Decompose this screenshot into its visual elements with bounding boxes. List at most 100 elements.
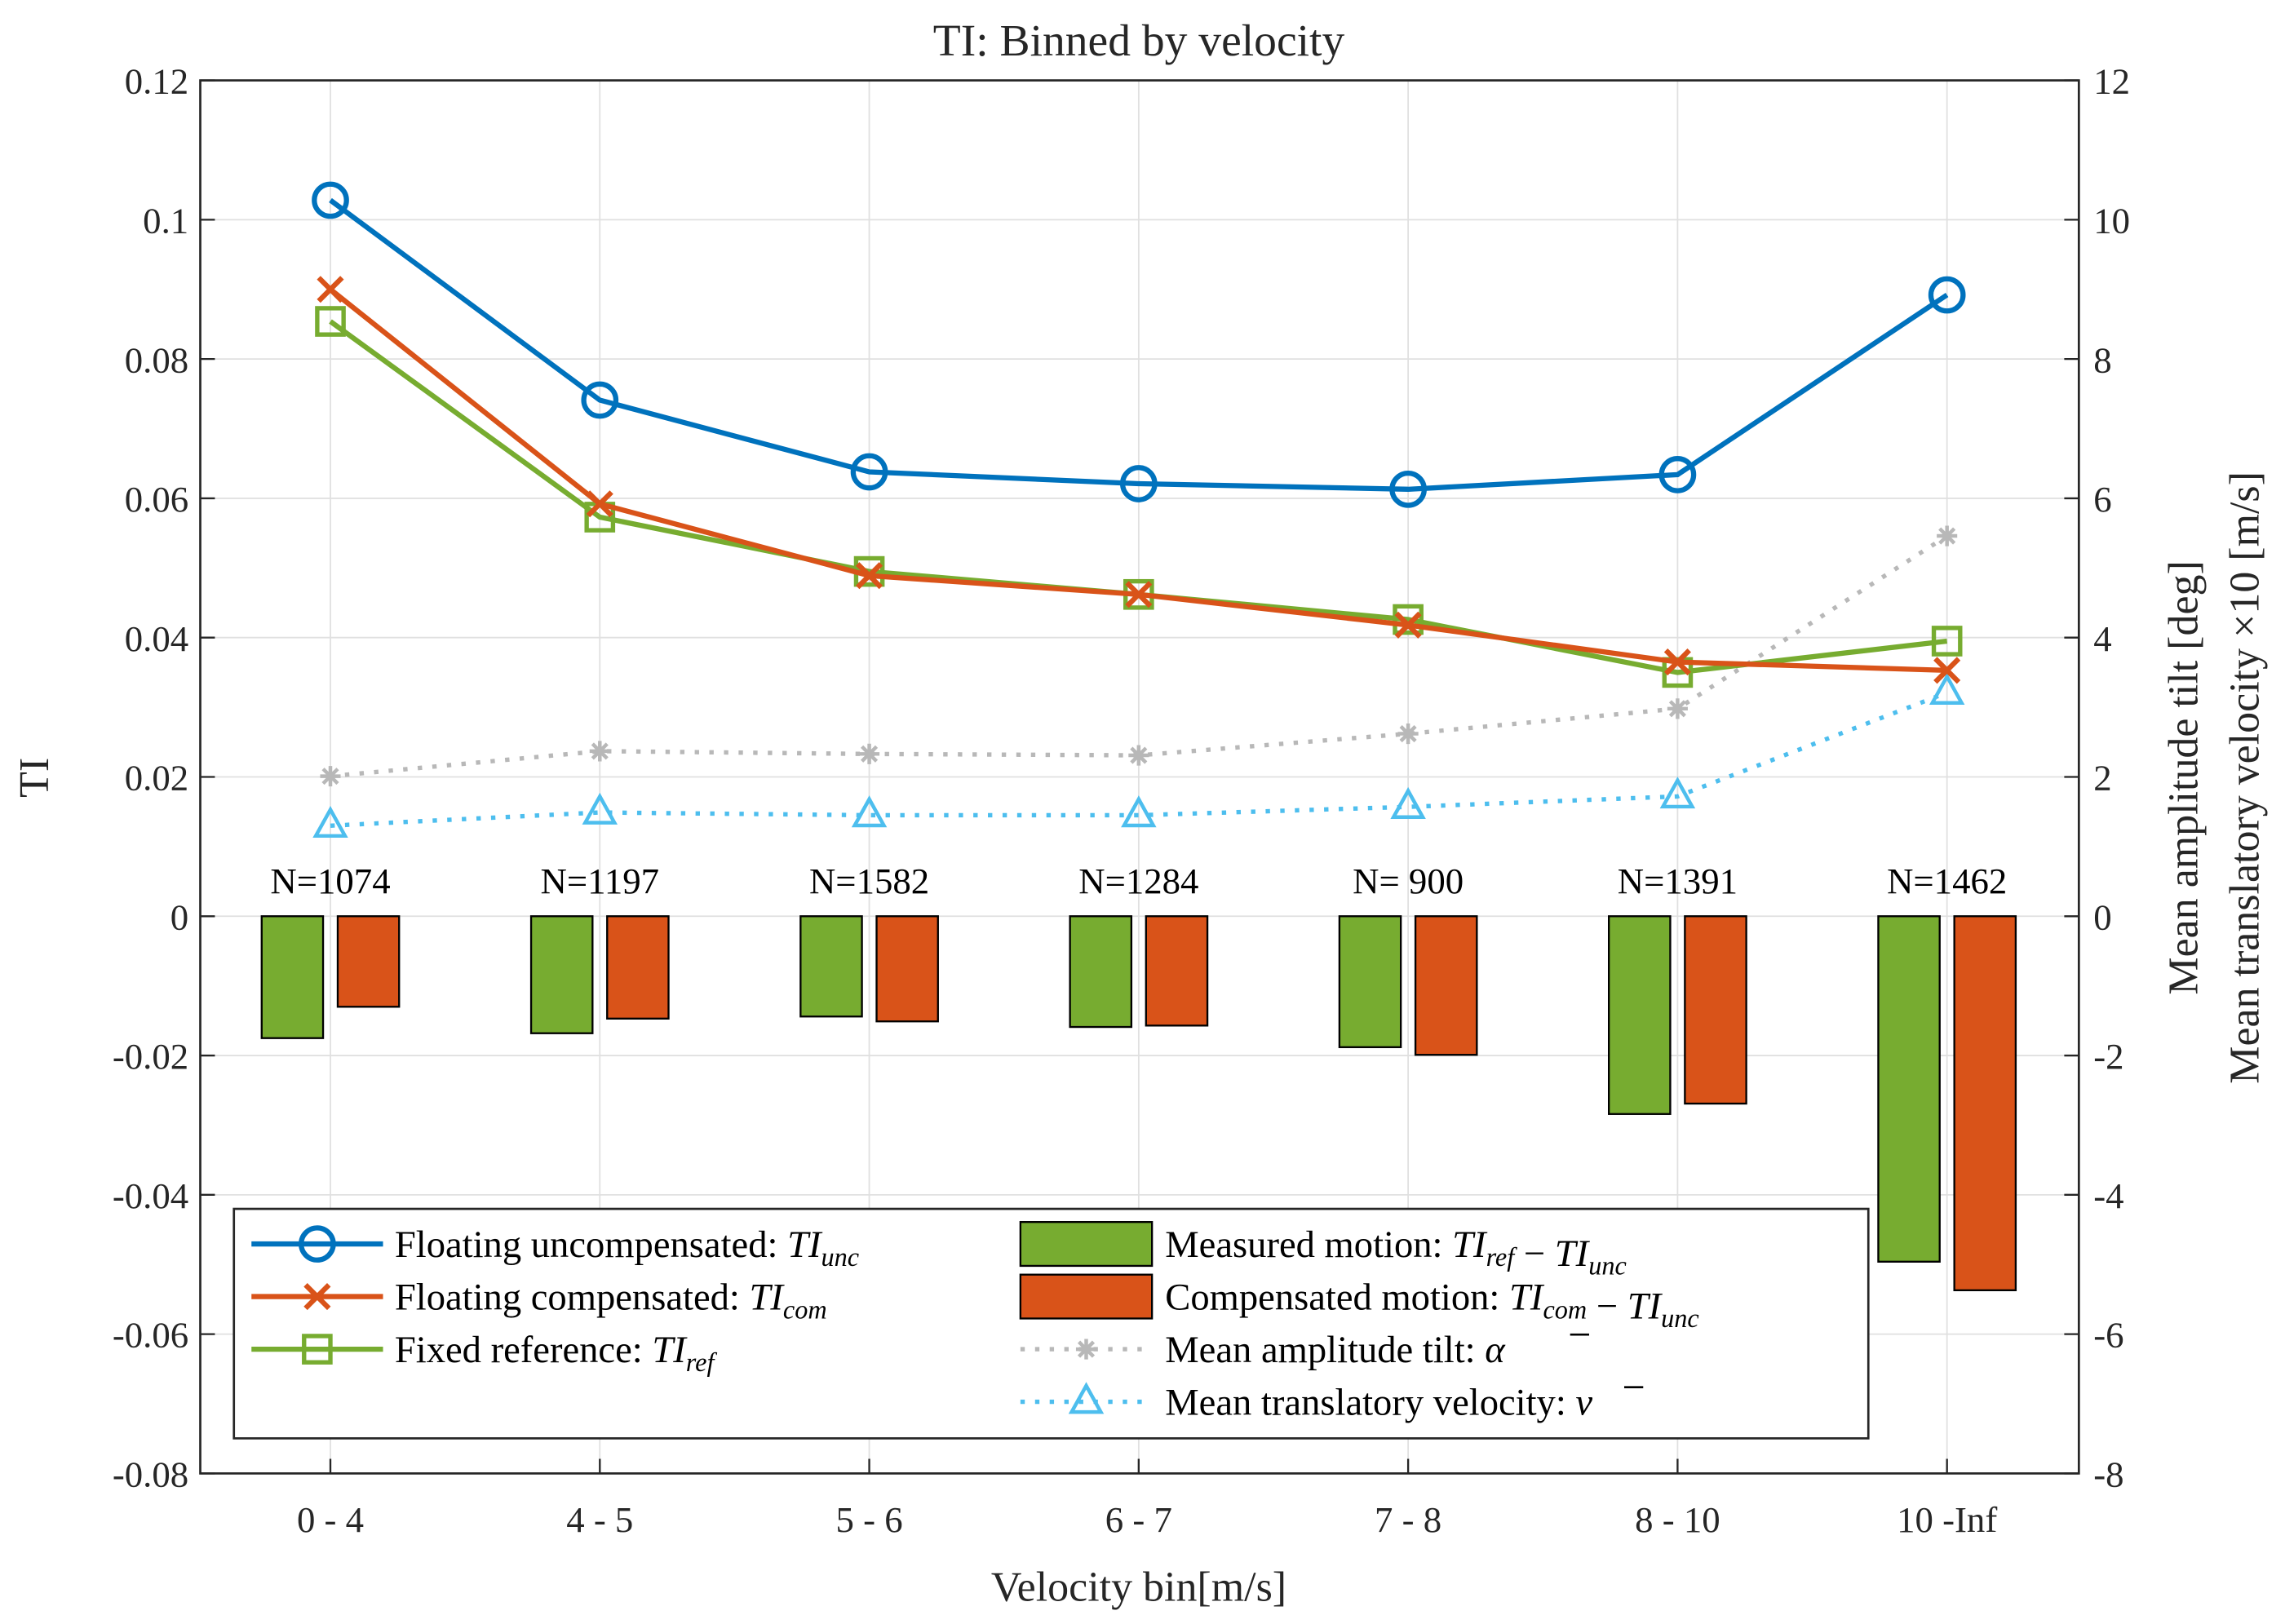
count-label: N=1284 xyxy=(1078,861,1198,901)
bar-ref xyxy=(1877,915,1941,1263)
count-label: N=1462 xyxy=(1887,861,2007,901)
bar-com xyxy=(336,915,401,1008)
y-right-tick-label: 8 xyxy=(2093,339,2111,380)
y-right-tick-label: -2 xyxy=(2093,1036,2123,1077)
x-tick-label: 5 - 6 xyxy=(836,1499,903,1540)
data-point xyxy=(1931,626,1963,657)
data-point xyxy=(582,792,618,825)
data-point xyxy=(850,453,888,491)
legend-swatch xyxy=(1019,1273,1154,1320)
legend-marker xyxy=(299,1225,336,1263)
count-label: N=1074 xyxy=(270,861,390,901)
bar-ref xyxy=(260,915,325,1039)
y-axis-right-label-1: Mean amplitude tilt [deg] xyxy=(2160,560,2207,994)
x-axis-label: Velocity bin[m/s] xyxy=(991,1564,1286,1610)
bar-com xyxy=(875,915,939,1023)
data-point xyxy=(1397,723,1419,745)
legend-label: Floating uncompensated: TIunc xyxy=(395,1224,859,1272)
y-axis-right-label-2: Mean translatory velocity ×10 [m/s] xyxy=(2222,471,2269,1084)
legend: Floating uncompensated: TIunc Floating co… xyxy=(232,1207,1870,1440)
count-label: N=1391 xyxy=(1618,861,1738,901)
legend-swatch xyxy=(1019,1221,1154,1268)
bar-ref xyxy=(799,915,863,1018)
y-tick-label: 0.06 xyxy=(125,479,188,520)
y-axis-label: TI xyxy=(11,758,58,798)
axes: -0.08 -0.06 -0.04 -0.02 0 0.02 0.04 0.06 0.08 0.1… xyxy=(113,61,2130,1540)
data-point xyxy=(581,381,619,419)
x-tick-label: 10 -Inf xyxy=(1897,1499,1997,1540)
data-point xyxy=(1663,648,1691,676)
bars xyxy=(260,915,2017,1291)
data-point xyxy=(1393,604,1424,635)
data-point xyxy=(589,741,610,762)
count-label: N=1582 xyxy=(809,861,929,901)
legend-label: Floating compensated: TIcom xyxy=(395,1277,827,1325)
y-right-tick-label: 4 xyxy=(2093,618,2111,659)
plot-frame xyxy=(199,79,2080,1475)
bar-ref xyxy=(1338,915,1402,1048)
data-point xyxy=(1667,698,1688,719)
data-point xyxy=(1928,276,1966,314)
legend-marker xyxy=(303,1283,331,1311)
data-point xyxy=(1659,777,1696,809)
data-point xyxy=(317,276,344,303)
chart-title: TI: Binned by velocity xyxy=(933,15,1345,66)
data-point xyxy=(586,490,613,518)
legend-label: Compensated motion: TIcom − TIunc xyxy=(1165,1277,1698,1334)
count-label: N= 900 xyxy=(1353,861,1464,901)
data-point xyxy=(1390,786,1426,819)
x-tick-label: 8 - 10 xyxy=(1635,1499,1720,1540)
data-point xyxy=(1929,672,1965,705)
y-tick-label: -0.02 xyxy=(113,1036,188,1077)
y-tick-label: 0.02 xyxy=(125,758,188,799)
data-point xyxy=(1389,470,1427,508)
count-label: N=1197 xyxy=(541,861,660,901)
data-point xyxy=(1394,611,1422,639)
data-point xyxy=(1125,581,1153,608)
y-tick-label: 0.12 xyxy=(125,61,188,102)
legend-marker xyxy=(302,1334,333,1365)
data-point xyxy=(1933,657,1961,684)
bar-com xyxy=(1953,915,2017,1291)
data-point xyxy=(320,766,341,787)
legend-label: Mean translatory velocity: v xyxy=(1165,1382,1592,1424)
legend-label: Measured motion: TIref − TIunc xyxy=(1165,1224,1627,1281)
data-point xyxy=(1119,465,1158,502)
data-point xyxy=(1121,795,1157,828)
data-point xyxy=(1658,456,1697,493)
y-tick-label: 0.08 xyxy=(125,339,188,380)
legend-marker xyxy=(1068,1382,1105,1414)
y-right-tick-label: -6 xyxy=(2093,1315,2123,1356)
y-right-tick-label: 0 xyxy=(2093,896,2111,937)
x-tick-label: 0 - 4 xyxy=(297,1499,364,1540)
data-point xyxy=(315,306,346,337)
data-point xyxy=(312,805,348,839)
bar-com xyxy=(1684,915,1747,1105)
y-right-tick-label: 2 xyxy=(2093,758,2111,799)
data-point xyxy=(856,562,883,590)
x-tick-label: 7 - 8 xyxy=(1375,1499,1441,1540)
data-point xyxy=(1128,745,1149,766)
y-right-tick-label: -8 xyxy=(2093,1454,2123,1495)
y-tick-label: -0.06 xyxy=(113,1315,188,1356)
bar-com xyxy=(606,915,670,1020)
data-point xyxy=(859,743,880,764)
legend-label: Mean amplitude tilt: α xyxy=(1165,1329,1506,1371)
y-right-tick-label: 10 xyxy=(2093,200,2130,241)
bar-ref xyxy=(529,915,594,1034)
y-tick-label: 0 xyxy=(170,896,188,937)
lines xyxy=(312,181,1966,839)
y-right-tick-label: 12 xyxy=(2093,61,2130,102)
series-line-triangle xyxy=(330,690,1948,828)
data-point xyxy=(1937,525,1958,546)
bar-ref xyxy=(1069,915,1133,1029)
legend-label: Fixed reference: TIref xyxy=(395,1329,718,1377)
series-line-unc xyxy=(329,197,1949,492)
y-tick-label: 0.1 xyxy=(143,200,188,241)
y-right-tick-label: 6 xyxy=(2093,479,2111,520)
bar-com xyxy=(1145,915,1209,1027)
y-right-tick-label: -4 xyxy=(2093,1175,2123,1216)
data-point xyxy=(312,181,349,219)
y-tick-label: -0.08 xyxy=(113,1454,188,1495)
